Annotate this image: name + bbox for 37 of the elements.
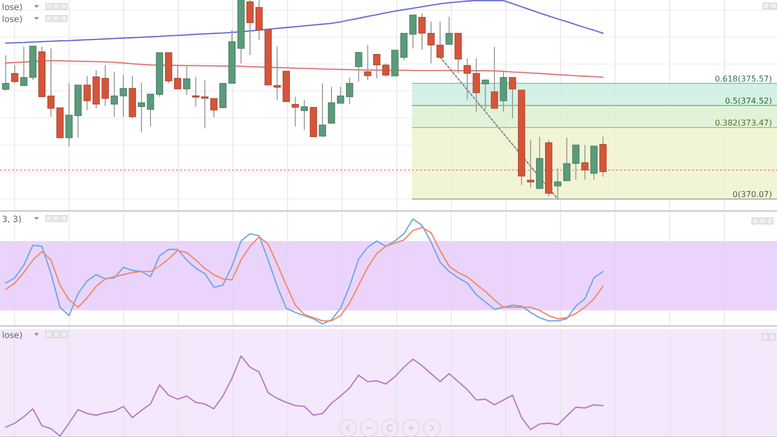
candlestick bbox=[418, 12, 426, 50]
annotation: 3, 3) bbox=[2, 215, 22, 225]
ref-line-label: 0.382(373.47) bbox=[714, 118, 772, 128]
candlestick bbox=[328, 86, 336, 124]
candlestick bbox=[409, 14, 417, 49]
candlestick bbox=[436, 21, 444, 58]
candlestick bbox=[427, 21, 435, 64]
candlestick bbox=[500, 71, 508, 112]
candlestick bbox=[482, 79, 489, 111]
candlestick bbox=[318, 82, 326, 138]
candlestick bbox=[508, 76, 516, 119]
annotation: lose) bbox=[2, 3, 23, 13]
candlestick bbox=[446, 16, 453, 45]
candlestick bbox=[490, 46, 498, 109]
text: lose) bbox=[2, 331, 23, 341]
candlestick bbox=[47, 48, 55, 118]
ref-line-label: 0(370.07) bbox=[732, 190, 772, 200]
candlestick bbox=[256, 0, 263, 40]
candlestick bbox=[65, 82, 73, 148]
ref-line-label: 0.618(375.57) bbox=[714, 74, 772, 84]
candlestick bbox=[146, 94, 154, 128]
candlestick bbox=[183, 66, 190, 96]
candlestick bbox=[527, 140, 534, 188]
candlestick bbox=[300, 99, 308, 131]
candlestick bbox=[174, 64, 182, 90]
candlestick bbox=[346, 76, 354, 105]
candlestick bbox=[2, 54, 10, 92]
candlestick bbox=[336, 86, 344, 104]
candlestick bbox=[581, 144, 588, 180]
ref-line-label: 0.5(374.52) bbox=[725, 96, 772, 106]
candlestick bbox=[364, 44, 372, 80]
annotation: lose) bbox=[2, 15, 23, 25]
candlestick bbox=[138, 82, 146, 133]
candlestick bbox=[246, 0, 254, 56]
candlestick bbox=[355, 51, 362, 82]
candlestick bbox=[11, 64, 18, 84]
candlestick bbox=[292, 96, 299, 128]
